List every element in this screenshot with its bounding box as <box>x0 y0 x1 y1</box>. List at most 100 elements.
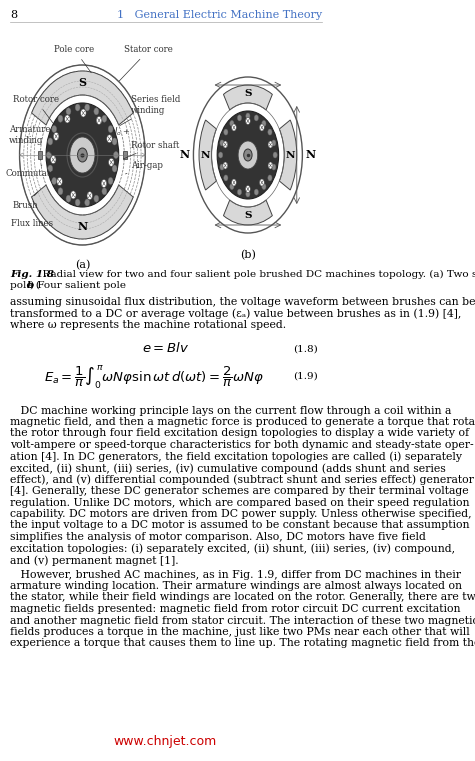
Text: magnetic field, and then a magnetic force is produced to generate a torque that : magnetic field, and then a magnetic forc… <box>10 417 475 427</box>
Text: [4]. Generally, these DC generator schemes are compared by their terminal voltag: [4]. Generally, these DC generator schem… <box>10 486 468 496</box>
Circle shape <box>224 129 228 135</box>
Text: N: N <box>306 149 316 161</box>
Circle shape <box>108 126 113 132</box>
Wedge shape <box>223 200 272 225</box>
Text: Pole core: Pole core <box>55 46 95 73</box>
Circle shape <box>220 164 224 170</box>
Text: and another magnetic field from stator circuit. The interaction of these two mag: and another magnetic field from stator c… <box>10 616 475 626</box>
Circle shape <box>48 138 53 145</box>
Circle shape <box>244 149 252 161</box>
Circle shape <box>112 165 117 172</box>
Text: 1   General Electric Machine Theory: 1 General Electric Machine Theory <box>117 10 322 20</box>
Circle shape <box>66 108 71 115</box>
Circle shape <box>94 195 99 202</box>
Circle shape <box>262 120 266 126</box>
Text: Flux lines: Flux lines <box>11 213 53 228</box>
Text: N: N <box>77 221 87 233</box>
Text: Commutator: Commutator <box>6 165 60 177</box>
Circle shape <box>238 189 242 195</box>
Text: www.chnjet.com: www.chnjet.com <box>114 735 217 748</box>
Circle shape <box>254 189 258 195</box>
Text: ation [4]. In DC generators, the field excitation topologies are called (i) sepa: ation [4]. In DC generators, the field e… <box>10 451 462 462</box>
Text: experience a torque that causes them to line up. The rotating magnetic field fro: experience a torque that causes them to … <box>10 638 475 648</box>
Circle shape <box>85 104 90 111</box>
Circle shape <box>102 115 107 123</box>
Text: volt-ampere or speed-torque characteristics for both dynamic and steady-state op: volt-ampere or speed-torque characterist… <box>10 440 474 450</box>
Text: Rotor shaft: Rotor shaft <box>124 141 180 159</box>
Circle shape <box>112 138 117 145</box>
Circle shape <box>262 183 266 189</box>
Text: (1.8): (1.8) <box>293 345 318 354</box>
Circle shape <box>268 141 273 148</box>
Circle shape <box>108 158 114 167</box>
Text: However, brushed AC machines, as in Fig. 1.9, differ from DC machines in their: However, brushed AC machines, as in Fig.… <box>10 569 461 579</box>
FancyBboxPatch shape <box>123 151 127 159</box>
Circle shape <box>259 179 264 186</box>
Circle shape <box>223 162 228 169</box>
Circle shape <box>268 129 272 135</box>
Circle shape <box>75 104 80 111</box>
Text: $e = Blv$: $e = Blv$ <box>142 342 189 355</box>
Circle shape <box>218 152 223 158</box>
Circle shape <box>70 137 95 173</box>
Circle shape <box>272 140 276 146</box>
Circle shape <box>217 111 279 199</box>
Text: regulation. Unlike DC motors, which are compared based on their speed regulation: regulation. Unlike DC motors, which are … <box>10 498 469 508</box>
Text: S: S <box>244 212 252 221</box>
Circle shape <box>231 179 237 186</box>
Circle shape <box>108 177 113 184</box>
Text: armature winding location. Their armature windings are almost always located on: armature winding location. Their armatur… <box>10 581 462 591</box>
Circle shape <box>52 177 57 184</box>
Text: where ω represents the machine rotational speed.: where ω represents the machine rotationa… <box>10 320 286 330</box>
FancyBboxPatch shape <box>38 151 42 159</box>
Text: Stator core: Stator core <box>119 46 173 81</box>
Circle shape <box>48 165 53 172</box>
Circle shape <box>101 180 107 187</box>
Circle shape <box>238 141 257 169</box>
Wedge shape <box>279 120 297 190</box>
Circle shape <box>268 162 273 169</box>
Circle shape <box>75 199 80 206</box>
Text: the stator, while their field windings are located on the rotor. Generally, ther: the stator, while their field windings a… <box>10 593 475 603</box>
Text: and (v) permanent magnet [1].: and (v) permanent magnet [1]. <box>10 555 179 565</box>
Circle shape <box>66 195 71 202</box>
Circle shape <box>58 188 63 195</box>
Circle shape <box>85 199 90 206</box>
Circle shape <box>87 192 93 199</box>
Circle shape <box>96 116 102 124</box>
Circle shape <box>259 124 264 131</box>
Circle shape <box>77 148 87 162</box>
Circle shape <box>254 115 258 121</box>
Circle shape <box>47 151 51 158</box>
Text: (1.9): (1.9) <box>293 371 318 380</box>
Text: the input voltage to a DC motor is assumed to be constant because that assumptio: the input voltage to a DC motor is assum… <box>10 521 469 530</box>
Circle shape <box>246 186 250 193</box>
Text: Brush: Brush <box>12 192 38 209</box>
Circle shape <box>81 109 86 117</box>
Text: effect), and (v) differential compounded (subtract shunt and series effect) gene: effect), and (v) differential compounded… <box>10 475 474 485</box>
Wedge shape <box>32 185 133 239</box>
Text: N: N <box>200 151 210 160</box>
Text: 8: 8 <box>10 10 17 20</box>
Text: S: S <box>78 78 86 88</box>
Text: capability. DC motors are driven from DC power supply. Unless otherwise specifie: capability. DC motors are driven from DC… <box>10 509 471 519</box>
Wedge shape <box>223 85 272 110</box>
Text: magnetic fields presented: magnetic field from rotor circuit DC current excitati: magnetic fields presented: magnetic fiel… <box>10 604 460 614</box>
Text: N: N <box>286 151 295 160</box>
Text: $E_a = \dfrac{1}{\pi}\int_0^{\pi}\omega N\varphi\sin\omega t\,d(\omega t) = \dfr: $E_a = \dfrac{1}{\pi}\int_0^{\pi}\omega … <box>44 364 264 390</box>
Text: Series field
winding: Series field winding <box>120 95 180 126</box>
Text: DC machine working principle lays on the current flow through a coil within a: DC machine working principle lays on the… <box>10 406 451 416</box>
Text: b: b <box>27 281 34 290</box>
Circle shape <box>50 156 56 164</box>
Wedge shape <box>32 71 133 125</box>
Text: simplifies the analysis of motor comparison. Also, DC motors have five field: simplifies the analysis of motor compari… <box>10 532 426 542</box>
Text: $I_o$ +: $I_o$ + <box>114 126 131 139</box>
Text: ) Four salient pole: ) Four salient pole <box>30 281 126 290</box>
Text: (b): (b) <box>240 250 256 260</box>
Circle shape <box>268 175 272 181</box>
Text: assuming sinusoidal flux distribution, the voltage waveform between brushes can : assuming sinusoidal flux distribution, t… <box>10 297 475 307</box>
Text: fields produces a torque in the machine, just like two PMs near each other that : fields produces a torque in the machine,… <box>10 627 469 637</box>
Circle shape <box>272 164 276 170</box>
Circle shape <box>273 152 277 158</box>
Circle shape <box>224 175 228 181</box>
